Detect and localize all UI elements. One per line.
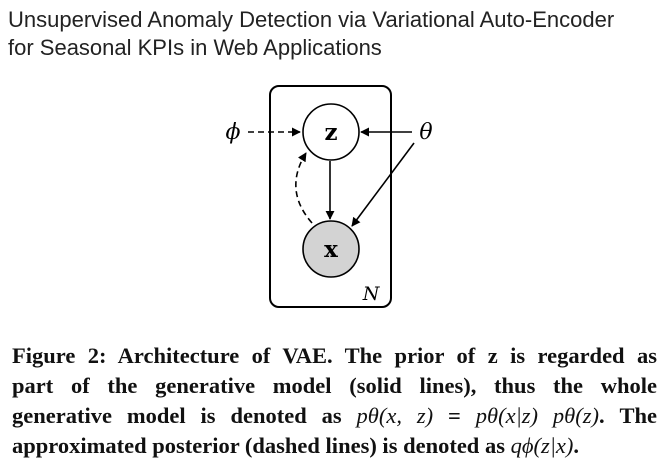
caption-line-4-end: . — [573, 433, 580, 458]
caption-line-3: generative model is denoted as pθ(x, z) … — [12, 401, 657, 431]
caption-line-3-text: generative model is denoted as — [12, 403, 357, 428]
theta-label: θ — [419, 120, 432, 145]
caption-line-3-end: . The — [598, 403, 658, 428]
node-x — [302, 220, 360, 278]
caption-line-4-text: approximated posterior (dashed lines) is… — [12, 433, 511, 458]
node-z — [302, 103, 360, 161]
caption-line-2: part of the generative model (solid line… — [12, 373, 657, 398]
caption-equals: = — [433, 403, 476, 428]
posterior-formula: qϕ(z|x) — [510, 433, 574, 458]
plate — [269, 85, 392, 308]
x-to-z-dashed-arrow — [295, 152, 313, 224]
node-x-label: x — [324, 236, 338, 263]
phi-label: ϕ — [226, 120, 241, 145]
plate-label: N — [362, 283, 381, 305]
paper-title-line-2: for Seasonal KPIs in Web Applications — [8, 35, 382, 60]
paper-title-line-1: Unsupervised Anomaly Detection via Varia… — [8, 7, 615, 32]
caption-line-4: approximated posterior (dashed lines) is… — [12, 431, 657, 461]
paper-running-header: Unsupervised Anomaly Detection via Varia… — [8, 6, 658, 62]
joint-distribution-formula: pθ(x, z) — [356, 403, 434, 428]
factorization-formula: pθ(x|z) pθ(z) — [475, 403, 599, 428]
figure-caption: Figure 2: Architecture of VAE. The prior… — [12, 341, 657, 461]
caption-line-1: Figure 2: Architecture of VAE. The prior… — [12, 343, 657, 368]
theta-to-x-arrow — [351, 142, 415, 227]
node-z-label: z — [324, 119, 337, 146]
